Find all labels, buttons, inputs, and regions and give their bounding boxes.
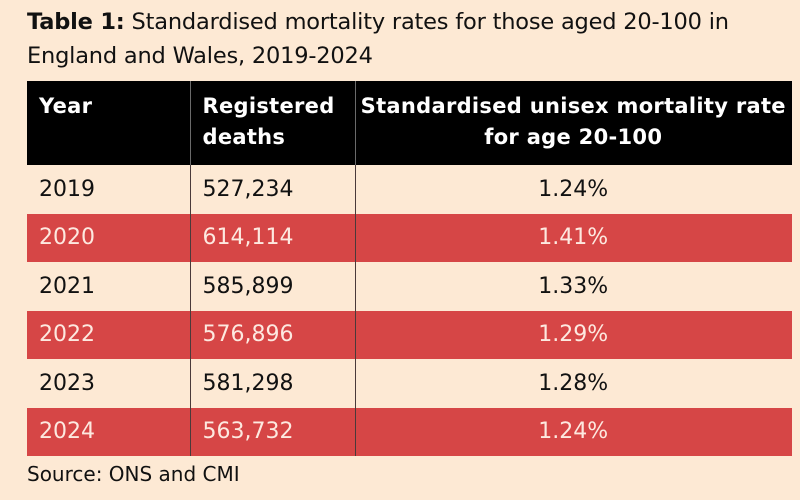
table-body: 2019 527,234 1.24% 2020 614,114 1.41% 20… (27, 165, 792, 456)
table-title: Table 1: Standardised mortality rates fo… (27, 5, 797, 73)
cell-rate: 1.24% (354, 407, 792, 456)
table-header: Year Registered deaths Standardised unis… (27, 81, 792, 165)
source-note: Source: ONS and CMI (27, 462, 240, 486)
table-row: 2023 581,298 1.28% (27, 359, 792, 408)
cell-year: 2019 (39, 176, 95, 202)
cell-year: 2020 (39, 225, 95, 251)
cell-rate: 1.24% (354, 165, 792, 214)
table-row: 2019 527,234 1.24% (27, 165, 792, 214)
cell-rate: 1.29% (354, 310, 792, 359)
cell-deaths: 614,114 (189, 213, 355, 262)
header-mortality-rate: Standardised unisex mortality rate for a… (354, 81, 792, 165)
header-registered-deaths: Registered deaths (189, 81, 355, 165)
cell-rate: 1.41% (354, 213, 792, 262)
cell-deaths: 581,298 (189, 359, 355, 408)
cell-year: 2021 (39, 273, 95, 299)
cell-year: 2024 (39, 419, 95, 445)
table-row: 2020 614,114 1.41% (27, 213, 792, 262)
cell-deaths: 585,899 (189, 262, 355, 311)
cell-year: 2022 (39, 322, 95, 348)
cell-deaths: 563,732 (189, 407, 355, 456)
cell-rate: 1.28% (354, 359, 792, 408)
header-year: Year (39, 94, 93, 118)
table-title-label: Table 1: (27, 9, 125, 35)
table-title-text: Standardised mortality rates for those a… (27, 9, 729, 69)
table-row: 2024 563,732 1.24% (27, 407, 792, 456)
header-row: Year Registered deaths Standardised unis… (27, 81, 792, 165)
cell-deaths: 576,896 (189, 310, 355, 359)
table-row: 2022 576,896 1.29% (27, 310, 792, 359)
mortality-table: Year Registered deaths Standardised unis… (27, 81, 792, 456)
cell-deaths: 527,234 (189, 165, 355, 214)
cell-year: 2023 (39, 370, 95, 396)
cell-rate: 1.33% (354, 262, 792, 311)
table-row: 2021 585,899 1.33% (27, 262, 792, 311)
